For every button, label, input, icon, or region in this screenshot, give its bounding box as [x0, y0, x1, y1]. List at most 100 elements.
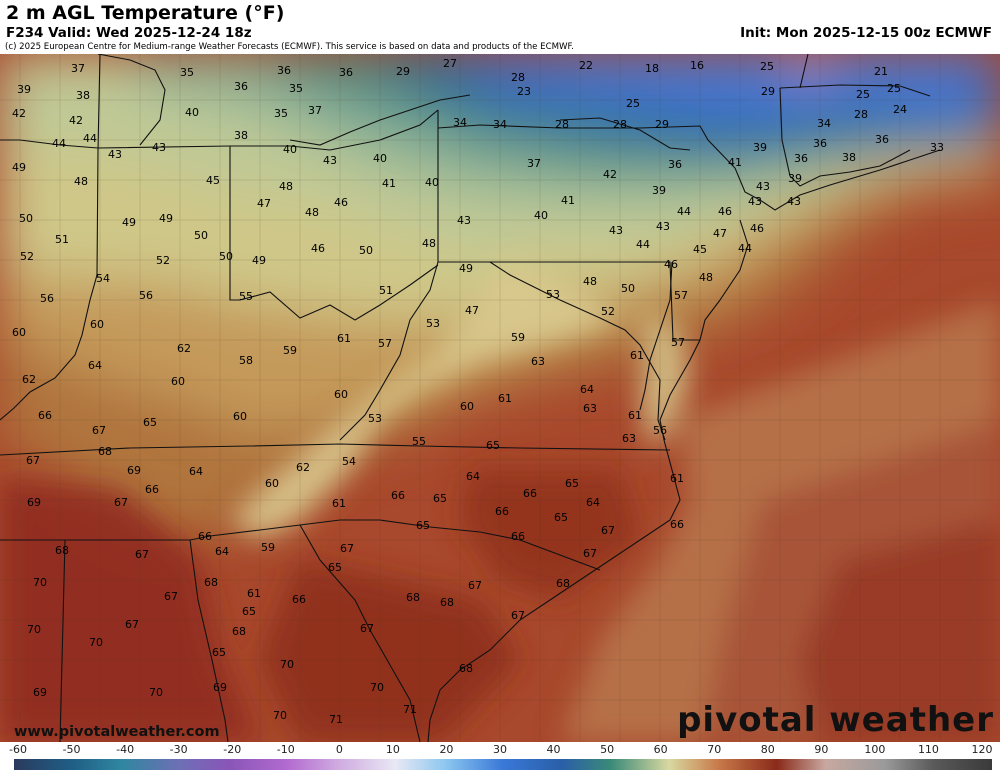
temperature-label: 50 — [19, 212, 33, 225]
temperature-label: 60 — [233, 410, 247, 423]
temperature-label: 63 — [583, 402, 597, 415]
temperature-label: 34 — [817, 117, 831, 130]
temperature-label: 25 — [856, 88, 870, 101]
temperature-label: 64 — [586, 496, 600, 509]
temperature-label: 69 — [33, 686, 47, 699]
temperature-label: 38 — [234, 129, 248, 142]
temperature-label: 70 — [27, 623, 41, 636]
temperature-label: 71 — [329, 713, 343, 726]
temperature-label: 45 — [693, 243, 707, 256]
temperature-label: 69 — [127, 464, 141, 477]
temperature-label: 60 — [12, 326, 26, 339]
border-pennsylvania-new-york — [437, 124, 761, 201]
border-vt-nh — [799, 54, 809, 89]
temperature-map[interactable]: 37 35 36 36 29 27 28 22 18 16 25 21 39 38 36 35 23 25 29 25… — [0, 54, 1000, 742]
temperature-label: 18 — [645, 62, 659, 75]
temperature-label: 67 — [601, 524, 615, 537]
temperature-label: 50 — [359, 244, 373, 257]
temperature-label: 66 — [670, 518, 684, 531]
colorbar-tick-label: 100 — [864, 743, 886, 756]
temperature-label: 64 — [88, 359, 102, 372]
temperature-label: 64 — [466, 470, 480, 483]
colorbar-tick-label: -30 — [169, 743, 188, 756]
temperature-label: 61 — [628, 409, 642, 422]
colorbar-tick-label: 50 — [600, 743, 615, 756]
temperature-label: 56 — [653, 424, 667, 437]
county-grid — [0, 54, 1000, 742]
temperature-label: 64 — [189, 465, 203, 478]
temperature-label: 49 — [252, 254, 266, 267]
temperature-label: 25 — [760, 60, 774, 73]
temperature-label: 41 — [728, 156, 742, 169]
lake-erie-shore — [289, 94, 471, 146]
temperature-label: 60 — [334, 388, 348, 401]
temperature-label: 47 — [713, 227, 727, 240]
temperature-label: 70 — [149, 686, 163, 699]
temperature-label: 65 — [565, 477, 579, 490]
valid-time: F234 Valid: Wed 2025-12-24 18z — [6, 25, 252, 41]
temperature-label: 24 — [893, 103, 907, 116]
border-ohio-river — [229, 146, 439, 321]
temperature-label: 67 — [164, 590, 178, 603]
temperature-label: 61 — [332, 497, 346, 510]
temperature-label: 68 — [440, 596, 454, 609]
colorbar-tick-label: -60 — [9, 743, 27, 756]
temperature-label: 65 — [433, 492, 447, 505]
colorbar: -60 -50 -40 -30 -20 -10 0 10 20 30 40 50 60 70 80 90 100… — [0, 742, 1000, 772]
temperature-label: 43 — [323, 154, 337, 167]
temperature-label: 29 — [655, 118, 669, 131]
temperature-label: 60 — [460, 400, 474, 413]
colorbar-tick-label: -20 — [223, 743, 242, 756]
temperature-label: 71 — [403, 703, 417, 716]
temperature-label: 48 — [305, 206, 319, 219]
temperature-label: 66 — [495, 505, 509, 518]
temperature-label: 65 — [554, 511, 568, 524]
temperature-label: 40 — [283, 143, 297, 156]
colorbar-tick-label: 80 — [760, 743, 775, 756]
temperature-label: 43 — [609, 224, 623, 237]
temperature-label: 65 — [143, 416, 157, 429]
temperature-label: 65 — [328, 561, 342, 574]
temperature-label: 42 — [603, 168, 617, 181]
temperature-label: 54 — [342, 455, 356, 468]
brand-logo: pivotal weather — [677, 700, 994, 740]
colorbar-labels: -60 -50 -40 -30 -20 -10 0 10 20 30 40 50 60 70 80 90 100… — [0, 742, 1000, 758]
border-west-virginia — [339, 261, 439, 441]
temperature-label: 64 — [215, 545, 229, 558]
temperature-label: 62 — [177, 342, 191, 355]
temperature-label: 46 — [311, 242, 325, 255]
temperature-label: 39 — [17, 83, 31, 96]
temperature-label: 40 — [425, 176, 439, 189]
temperature-label: 50 — [219, 250, 233, 263]
temperature-label: 43 — [756, 180, 770, 193]
temperature-label: 35 — [289, 82, 303, 95]
temperature-label: 57 — [378, 337, 392, 350]
temperature-label: 52 — [156, 254, 170, 267]
temperature-label: 66 — [198, 530, 212, 543]
temperature-label: 47 — [465, 304, 479, 317]
temperature-label: 46 — [718, 205, 732, 218]
temperature-label: 36 — [339, 66, 353, 79]
temperature-label: 68 — [556, 577, 570, 590]
temperature-label: 69 — [27, 496, 41, 509]
temperature-label: 64 — [580, 383, 594, 396]
temperature-label: 34 — [493, 118, 507, 131]
temperature-labels: 37 35 36 36 29 27 28 22 18 16 25 21 39 38 36 35 23 25 29 25… — [12, 57, 944, 726]
temperature-label: 68 — [98, 445, 112, 458]
temperature-label: 54 — [96, 272, 110, 285]
temperature-label: 37 — [308, 104, 322, 117]
border-south — [0, 519, 601, 571]
colorbar-tick-label: 120 — [971, 743, 993, 756]
temperature-label: 43 — [656, 220, 670, 233]
temperature-label: 50 — [194, 229, 208, 242]
temperature-label: 68 — [406, 591, 420, 604]
coastline — [97, 54, 941, 742]
border-pennsylvania-mason-dixon — [437, 110, 700, 341]
temperature-label: 40 — [185, 106, 199, 119]
temperature-label: 44 — [83, 132, 97, 145]
temperature-label: 40 — [373, 152, 387, 165]
temperature-label: 40 — [534, 209, 548, 222]
temperature-label: 67 — [511, 609, 525, 622]
temperature-label: 51 — [55, 233, 69, 246]
temperature-label: 47 — [257, 197, 271, 210]
